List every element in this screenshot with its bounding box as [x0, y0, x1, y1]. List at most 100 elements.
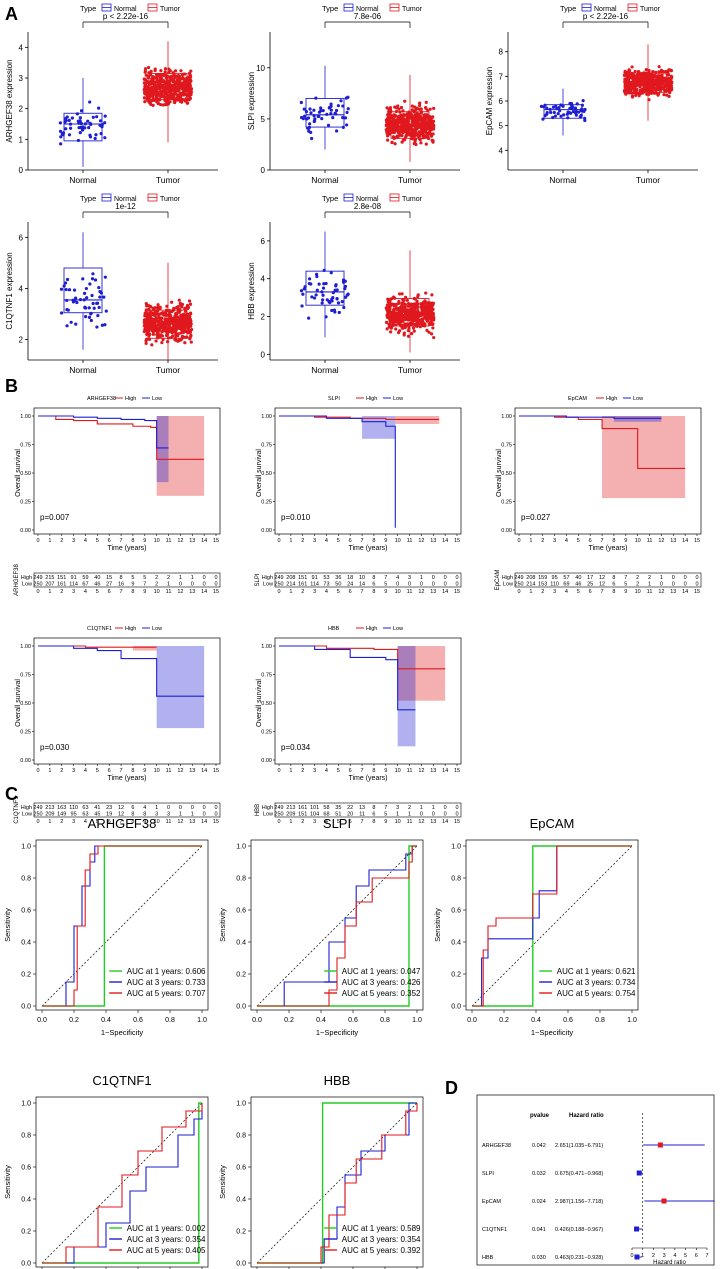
x-tick-label: 12	[418, 538, 424, 544]
forest-x-tick-label: 4	[673, 1253, 676, 1259]
x-tick-label: 0.2	[69, 1017, 79, 1024]
data-point-tumor	[187, 94, 191, 98]
p-value: 2.8e-08	[354, 202, 382, 211]
risk-x-tick-label: 11	[166, 819, 172, 825]
p-value: 1e-12	[115, 202, 136, 211]
y-tick-label: 0.00	[501, 528, 512, 534]
data-point-normal	[552, 110, 556, 115]
data-point-normal	[91, 115, 95, 119]
data-point-tumor	[640, 82, 644, 86]
data-point-tumor	[398, 311, 402, 315]
data-point-tumor	[429, 306, 433, 310]
data-point-normal	[67, 288, 72, 292]
x-tick-label: Normal	[69, 365, 97, 375]
roc-curve-5y	[42, 845, 202, 1007]
legend-low-label: Low	[152, 396, 162, 402]
risk-low-count: 5	[384, 812, 387, 818]
risk-high-count: 249	[514, 575, 523, 581]
data-point-normal	[308, 107, 312, 111]
data-point-tumor	[412, 309, 417, 313]
data-point-normal	[75, 300, 79, 305]
data-point-normal	[74, 322, 78, 326]
x-tick-label: 10	[635, 538, 641, 544]
data-point-tumor	[147, 95, 152, 100]
risk-x-tick-label: 1	[48, 819, 51, 825]
data-point-tumor	[392, 311, 396, 315]
risk-x-tick-label: 13	[189, 819, 195, 825]
x-tick-label: 10	[154, 538, 160, 544]
risk-low-count: 63	[82, 812, 88, 818]
x-axis-label: 1−Specificity	[101, 1028, 144, 1037]
risk-low-count: 1	[648, 582, 651, 588]
data-point-tumor	[421, 301, 425, 305]
data-point-tumor	[156, 303, 160, 307]
data-point-tumor	[159, 94, 163, 98]
roc-curve-5y	[42, 1103, 203, 1264]
risk-high-count: 2	[648, 575, 651, 581]
risk-x-tick-label: 8	[372, 589, 375, 595]
box-normal	[305, 97, 345, 128]
risk-x-tick-label: 7	[120, 589, 123, 595]
data-point-tumor	[159, 319, 163, 323]
data-point-normal	[324, 281, 328, 286]
data-point-tumor	[414, 129, 418, 133]
data-point-tumor	[654, 91, 658, 95]
data-point-tumor	[183, 306, 187, 311]
data-point-normal	[97, 305, 101, 310]
data-point-tumor	[417, 135, 421, 139]
risk-low-count: 5	[384, 582, 387, 588]
data-point-normal	[103, 136, 107, 140]
data-point-tumor	[149, 99, 153, 103]
roc-title: SLPI	[323, 816, 351, 831]
boxplot-HBB: Type Normal Tumor 0 2 4 6 HBB expression Normal T…	[247, 193, 460, 375]
forest-pvalue: 0.041	[532, 1227, 546, 1233]
data-point-normal	[299, 289, 304, 293]
data-point-tumor	[160, 341, 164, 345]
data-point-normal	[312, 296, 317, 300]
data-point-tumor	[430, 311, 434, 315]
y-tick-label: 0	[261, 350, 266, 359]
risk-table-frame	[514, 572, 702, 588]
risk-high-count: 0	[214, 805, 217, 811]
data-point-tumor	[431, 326, 435, 330]
ci-band-low	[156, 646, 205, 729]
x-tick-label: 12	[177, 768, 183, 774]
data-point-tumor	[657, 88, 661, 92]
data-point-normal	[325, 298, 329, 302]
data-point-tumor	[667, 89, 671, 93]
x-tick-label: 0.6	[563, 1017, 573, 1024]
data-point-tumor	[403, 322, 407, 326]
data-point-tumor	[409, 302, 414, 306]
risk-row-high-label: High	[262, 575, 273, 581]
risk-high-count: 213	[286, 805, 295, 811]
risk-x-tick-label: 3	[72, 819, 75, 825]
x-tick-label: 6	[349, 538, 352, 544]
data-point-tumor	[179, 303, 183, 307]
risk-low-count: 209	[45, 812, 54, 818]
risk-high-count: 17	[587, 575, 593, 581]
risk-low-count: 0	[695, 582, 698, 588]
data-point-normal	[90, 277, 95, 281]
x-tick-label: 4	[84, 538, 87, 544]
data-point-normal	[307, 129, 311, 133]
auc-legend-label: AUC at 3 years: 0.734	[557, 978, 636, 987]
risk-low-count: 8	[131, 812, 134, 818]
risk-high-count: 2	[636, 575, 639, 581]
x-axis-label: Time (years)	[588, 545, 627, 552]
data-point-normal	[309, 282, 313, 286]
forest-x-tick-label: 7	[705, 1253, 708, 1259]
box-tumor	[390, 111, 430, 139]
data-point-tumor	[637, 70, 641, 74]
data-point-normal	[549, 110, 553, 115]
x-tick-label: 3	[72, 538, 75, 544]
ci-band-high	[156, 416, 205, 496]
data-point-tumor	[403, 99, 407, 103]
y-tick-label: 0.4	[451, 940, 461, 947]
forest-x-tick-label: 1	[641, 1253, 644, 1259]
legend-high-label: High	[606, 396, 617, 402]
data-point-normal	[87, 315, 92, 319]
risk-x-tick-label: 15	[454, 589, 460, 595]
data-point-tumor	[408, 322, 413, 326]
data-point-tumor	[144, 341, 148, 346]
data-point-tumor	[155, 87, 159, 91]
